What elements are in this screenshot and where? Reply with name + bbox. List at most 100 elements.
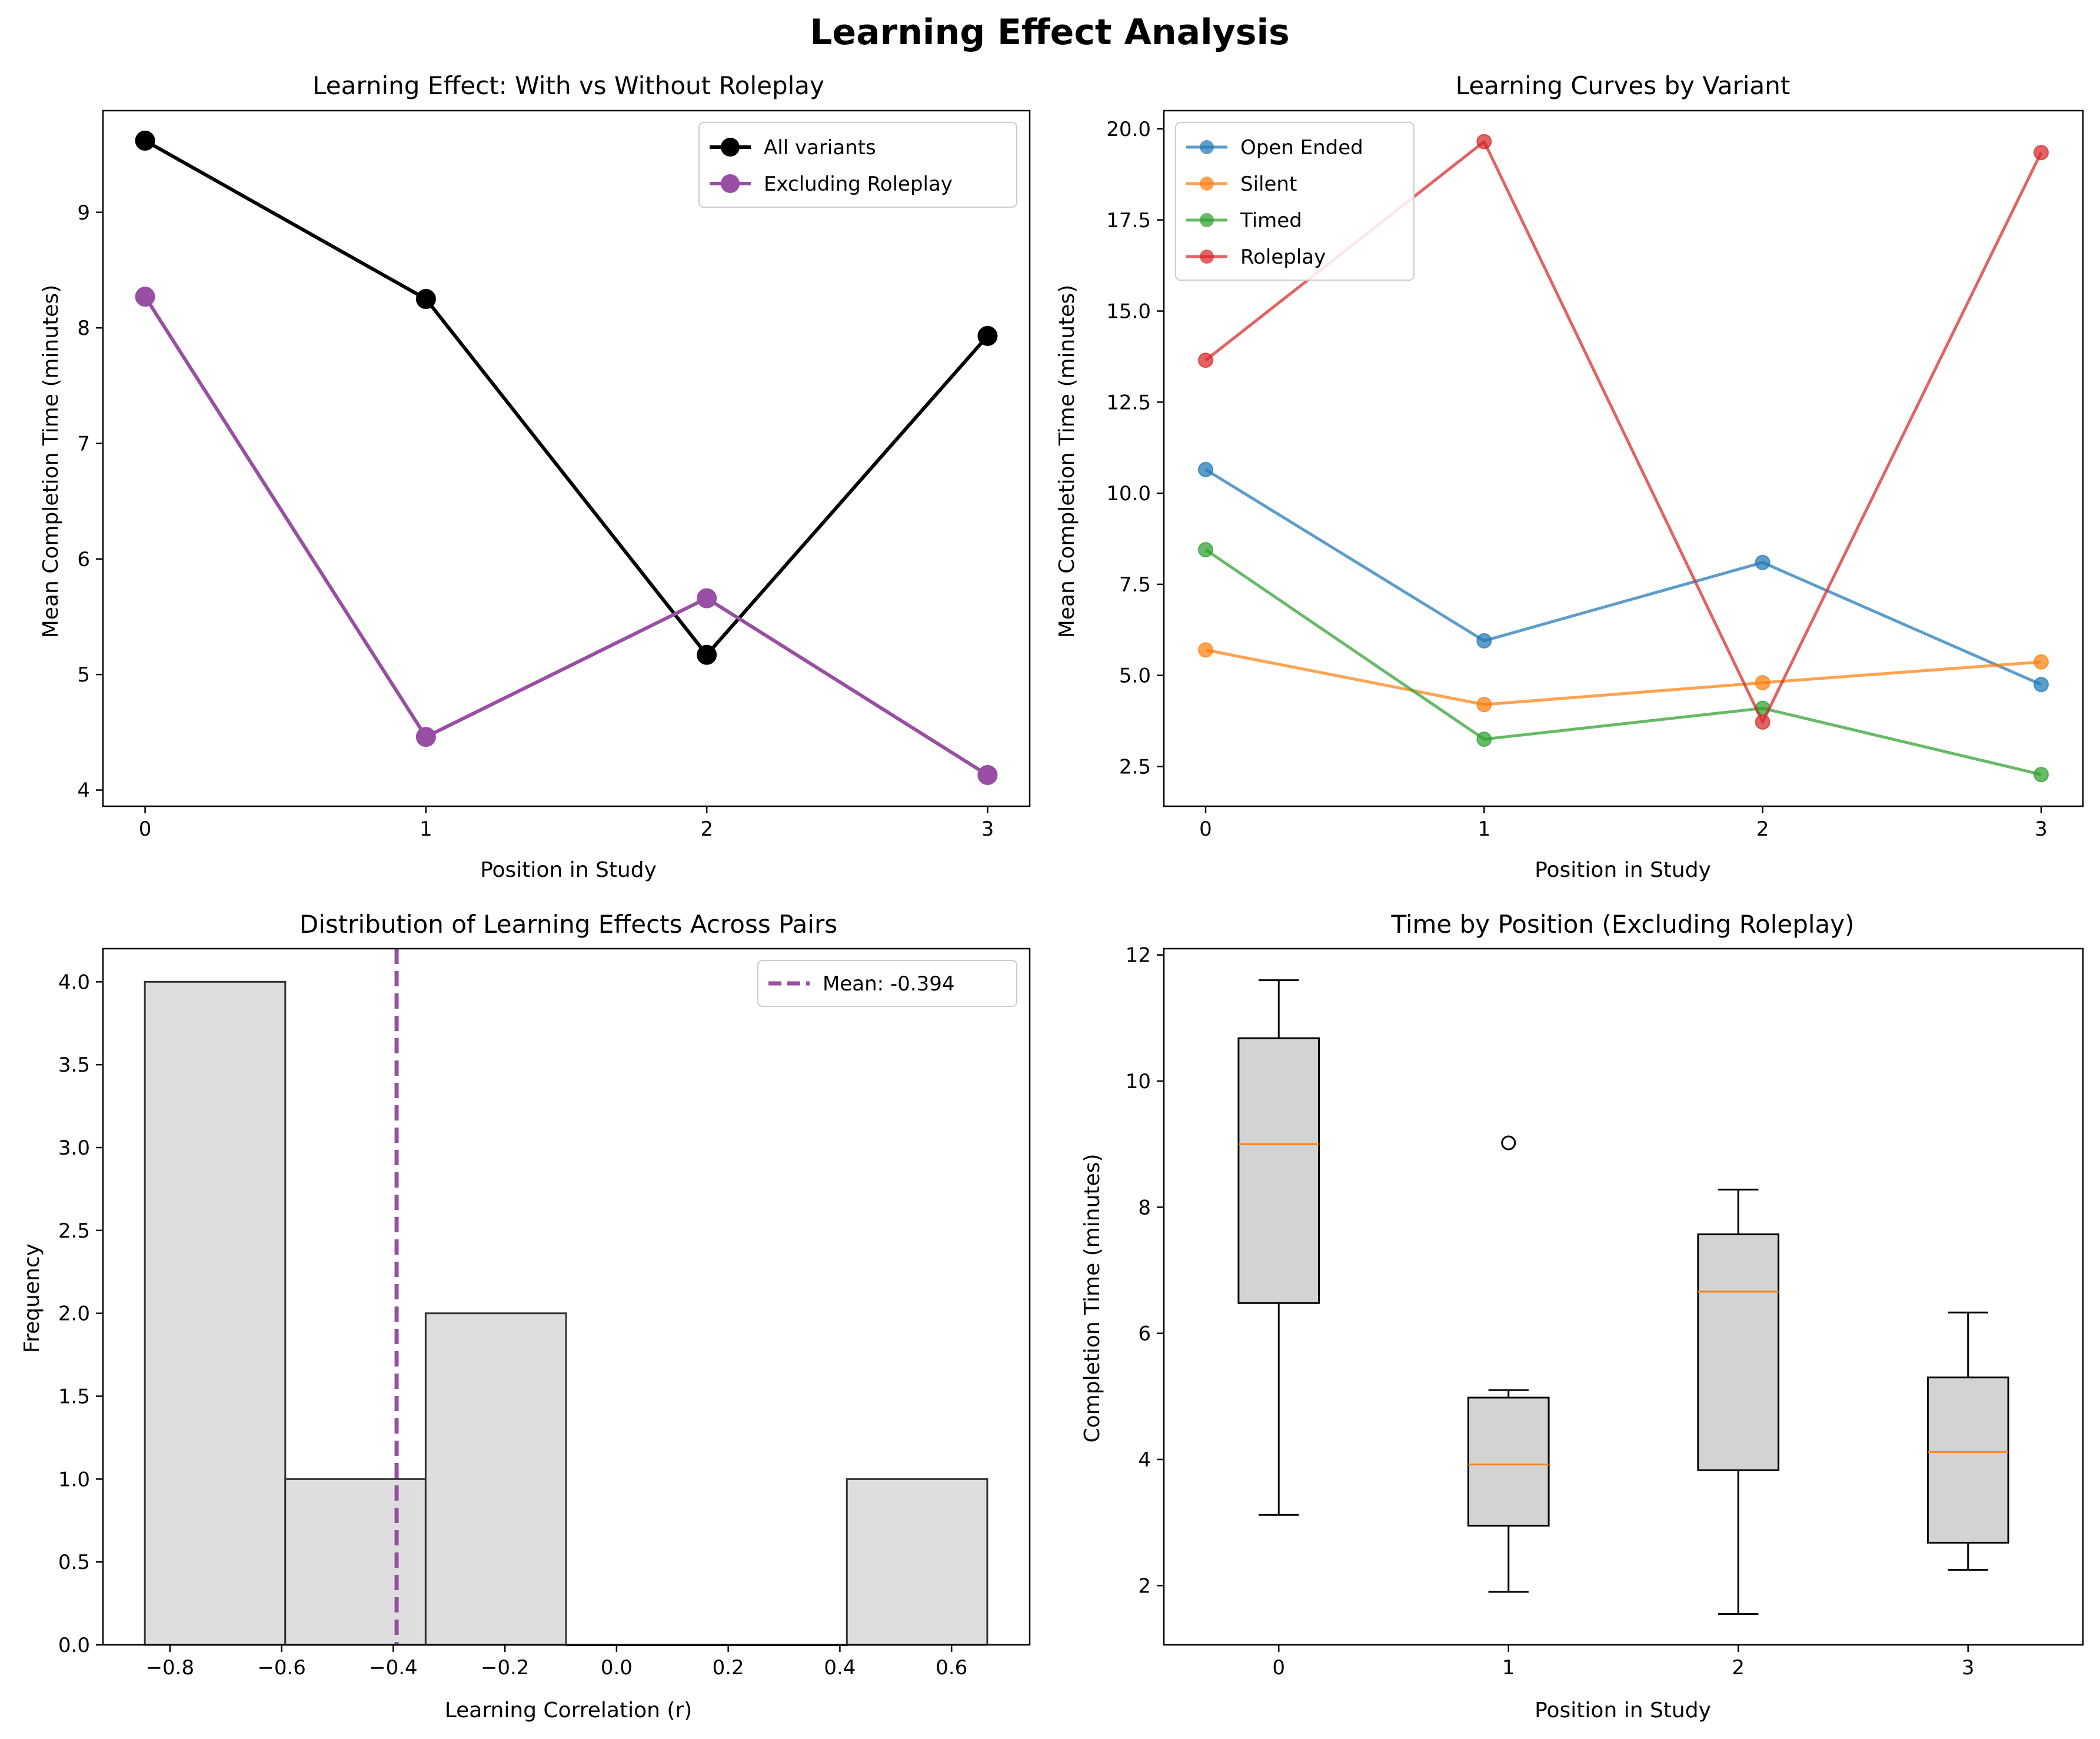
y-tick-label: 17.5 — [1106, 209, 1151, 232]
box-body — [1697, 1233, 1780, 1471]
y-tick-label: 4 — [77, 779, 90, 803]
x-tick-label: 0.2 — [713, 1656, 744, 1680]
legend-box — [1175, 122, 1415, 281]
panel-title: Learning Curves by Variant — [1456, 71, 1791, 100]
panel-learning-effect: Learning Effect: With vs Without Rolepla… — [39, 71, 1031, 882]
series-line — [1204, 468, 2042, 686]
data-point — [977, 325, 998, 346]
y-tick-label: 2.5 — [1119, 756, 1151, 779]
data-point — [2034, 654, 2049, 670]
y-tick-label: 8 — [1138, 1196, 1151, 1219]
x-tick-label: 0.4 — [824, 1656, 856, 1680]
y-axis-label: Mean Completion Time (minutes) — [1055, 285, 1079, 639]
legend-swatch-marker — [1200, 140, 1214, 154]
box-body — [1237, 1037, 1320, 1304]
x-tick-label: 3 — [1962, 1656, 1975, 1680]
legend-label: Timed — [1240, 209, 1302, 232]
legend-swatch-marker — [721, 138, 740, 157]
panel-learning-curves: Learning Curves by Variant Position in S… — [1055, 71, 2084, 882]
y-axis-label: Mean Completion Time (minutes) — [39, 285, 63, 639]
data-point — [135, 287, 155, 307]
x-tick-label: 1 — [1478, 817, 1491, 841]
x-tick-label: 2 — [700, 817, 713, 841]
y-tick-label: 10.0 — [1106, 482, 1151, 506]
legend-label: Excluding Roleplay — [764, 172, 953, 196]
legend-label: Mean: -0.394 — [823, 972, 955, 996]
histogram-bar — [846, 1478, 989, 1646]
legend-box — [698, 122, 1017, 208]
histogram-bar — [424, 1312, 567, 1646]
y-tick-label: 2.5 — [58, 1219, 90, 1243]
y-tick-label: 15.0 — [1106, 300, 1151, 324]
x-axis-label: Learning Correlation (r) — [445, 1698, 693, 1723]
data-point — [415, 289, 436, 310]
data-point — [1476, 633, 1492, 649]
y-tick-label: 20.0 — [1106, 118, 1151, 141]
legend-label: Silent — [1240, 172, 1297, 196]
plot-frame — [1163, 109, 2084, 807]
x-axis-label: Position in Study — [1535, 858, 1711, 882]
plot-frame — [102, 109, 1031, 807]
y-tick-label: 0.0 — [58, 1634, 90, 1657]
box-body — [1926, 1376, 2009, 1544]
series-line — [1204, 548, 2042, 776]
y-tick-label: 1.0 — [58, 1468, 90, 1491]
y-tick-label: 6 — [77, 548, 90, 571]
x-tick-label: 1 — [1502, 1656, 1515, 1680]
legend-swatch-marker — [1200, 213, 1214, 227]
x-tick-label: −0.2 — [481, 1656, 530, 1680]
y-tick-label: 3.5 — [58, 1053, 90, 1077]
data-point — [697, 588, 717, 609]
data-point — [1755, 714, 1770, 730]
legend-label: Open Ended — [1240, 136, 1363, 159]
panel-time-by-position: Time by Position (Excluding Roleplay) Po… — [1080, 910, 2084, 1723]
x-tick-label: 3 — [2035, 817, 2048, 841]
data-point — [1755, 554, 1770, 570]
panel-title: Distribution of Learning Effects Across … — [299, 910, 837, 939]
histogram-bar — [284, 1478, 427, 1646]
data-point — [2034, 767, 2049, 783]
y-tick-label: 1.5 — [58, 1385, 90, 1409]
data-point — [1198, 642, 1213, 658]
panel-distribution: Distribution of Learning Effects Across … — [20, 910, 1031, 1723]
x-tick-label: 3 — [981, 817, 994, 841]
series-line — [144, 295, 989, 777]
data-point — [2034, 677, 2049, 693]
x-tick-label: 0 — [139, 817, 152, 841]
x-axis-label: Position in Study — [480, 858, 657, 882]
y-tick-label: 8 — [77, 317, 90, 340]
box-body — [1467, 1396, 1550, 1527]
y-axis-label: Completion Time (minutes) — [1080, 1154, 1104, 1443]
plot-frame — [1163, 947, 2084, 1646]
data-point — [1476, 731, 1492, 747]
legend-label: All variants — [764, 136, 876, 159]
data-point — [1198, 353, 1213, 368]
y-tick-label: 12.5 — [1106, 391, 1151, 414]
plot-frame — [102, 947, 1031, 1646]
x-tick-label: 0 — [1199, 817, 1212, 841]
data-point — [1755, 675, 1770, 691]
data-point — [135, 131, 155, 151]
y-tick-label: 2 — [1138, 1574, 1151, 1598]
y-tick-label: 12 — [1126, 944, 1151, 967]
legend-swatch-marker — [1200, 177, 1214, 191]
series-line — [144, 139, 989, 657]
panel-title: Learning Effect: With vs Without Rolepla… — [312, 71, 824, 100]
series-line — [1205, 648, 2042, 706]
box-outlier — [1501, 1135, 1516, 1151]
x-tick-label: 0 — [1272, 1656, 1285, 1680]
x-axis-label: Position in Study — [1535, 1698, 1711, 1723]
legend-swatch-marker — [1200, 250, 1214, 264]
figure-title: Learning Effect Analysis — [810, 12, 1290, 53]
x-tick-label: 1 — [420, 817, 432, 841]
x-tick-label: −0.8 — [146, 1656, 195, 1680]
data-point — [2034, 145, 2049, 161]
data-point — [1476, 134, 1492, 149]
histogram-bar — [144, 980, 287, 1646]
x-tick-label: 2 — [1756, 817, 1769, 841]
y-tick-label: 5 — [77, 663, 90, 687]
y-tick-label: 7.5 — [1119, 573, 1151, 597]
y-tick-label: 6 — [1138, 1322, 1151, 1346]
y-tick-label: 0.5 — [58, 1551, 90, 1574]
